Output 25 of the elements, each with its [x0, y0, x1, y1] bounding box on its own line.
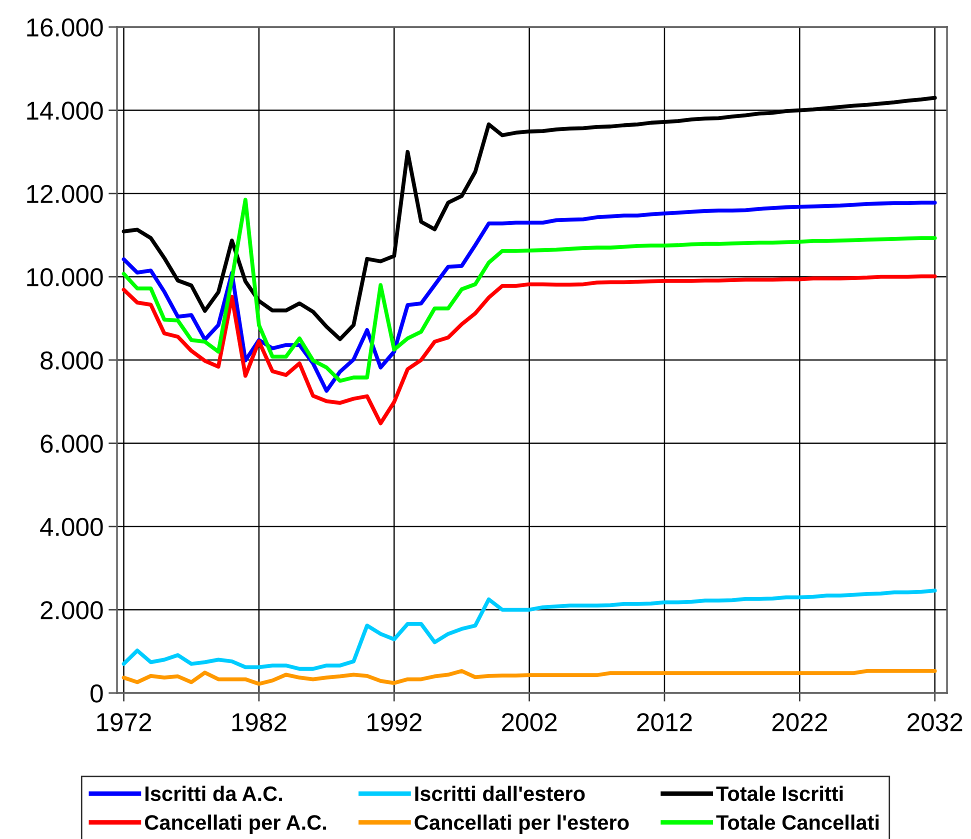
y-tick-label: 10.000 [27, 268, 103, 286]
y-tick-label: 12.000 [27, 184, 103, 204]
y-tick-label: 6.000 [40, 434, 103, 453]
x-tick-label: 2012 [637, 713, 692, 732]
legend-label: Cancellati per A.C. [144, 814, 326, 834]
y-tick-label: 16.000 [27, 18, 103, 37]
y-tick-label: 2.000 [40, 601, 103, 620]
x-tick-label: 2002 [502, 713, 557, 732]
line-series [122, 274, 937, 426]
y-tick-label: 0 [90, 684, 103, 703]
x-tick-label: 2022 [772, 713, 827, 732]
x-tick-label: 2032 [908, 713, 962, 732]
x-tick-label: 1972 [97, 713, 152, 732]
legend-label: Iscritti dall'estero [415, 786, 585, 802]
line-series [122, 669, 937, 686]
line-series [122, 588, 937, 671]
legend-label: Cancellati per l'estero [414, 814, 629, 834]
x-tick-label: 1982 [232, 713, 286, 732]
y-tick-label: 4.000 [40, 518, 103, 536]
y-tick-label: 14.000 [27, 102, 103, 120]
y-tick-label: 8.000 [40, 351, 103, 370]
legend-label: Totale Iscritti [716, 786, 843, 802]
legend-label: Iscritti da A.C. [146, 786, 282, 802]
x-tick-label: 1992 [368, 713, 422, 732]
legend-label: Totale Cancellati [716, 814, 879, 830]
